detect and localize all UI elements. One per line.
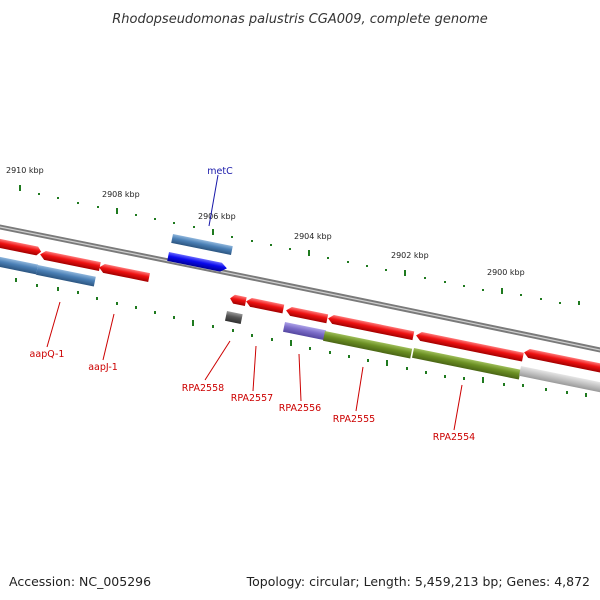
label-metC: metC [207,166,233,177]
label-RPA2554: RPA2554 [433,432,475,443]
genome-summary-text: Topology: circular; Length: 5,459,213 bp… [246,574,590,589]
gene-RPA2558-red[interactable] [229,294,247,307]
gene-red-right-end[interactable] [523,348,600,374]
gene-RPA2557[interactable] [245,297,285,314]
gene-RPA2554[interactable] [412,348,521,380]
ruler-outer [19,185,580,305]
gene-light-gray-end[interactable] [519,366,600,394]
gene-red-left-1[interactable] [0,238,42,256]
label-RPA2556: RPA2556 [279,403,321,414]
gene-RPA2556[interactable] [283,322,327,341]
ruler-label-2904: 2904 kbp [294,232,332,241]
gene-red-left-2[interactable] [39,250,101,271]
gene-aapJ-1[interactable] [36,265,96,287]
map-title: Rhodopseudomonas palustris CGA009, compl… [112,12,488,27]
ruler-label-2908: 2908 kbp [102,190,140,199]
ruler-inner [15,278,587,397]
ruler-label-2910: 2910 kbp [6,166,44,175]
ruler-label-2906: 2906 kbp [198,212,236,221]
gene-RPA2558[interactable] [225,311,243,324]
label-aapJ-1: aapJ-1 [88,362,118,373]
gene-metC[interactable] [167,252,228,273]
gene-RPA2554-red[interactable] [415,331,524,362]
label-aapQ-1: aapQ-1 [30,349,65,360]
gene-steel-metC-region[interactable] [171,234,233,255]
label-RPA2555: RPA2555 [333,414,375,425]
gene-aapQ-1[interactable] [0,256,39,275]
gene-RPA2555[interactable] [323,331,413,359]
ruler-label-2902: 2902 kbp [391,251,429,260]
label-RPA2558: RPA2558 [182,383,224,394]
leader-lines [46,174,463,431]
accession-text: Accession: NC_005296 [9,574,151,589]
ruler-label-2900: 2900 kbp [487,268,525,277]
gene-RPA2556-red[interactable] [285,306,329,324]
label-RPA2557: RPA2557 [231,393,273,404]
gene-RPA2555-red[interactable] [327,314,415,341]
gene-red-left-3[interactable] [98,263,150,282]
